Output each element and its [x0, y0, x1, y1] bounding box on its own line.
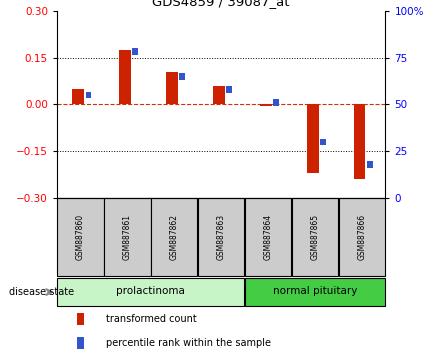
Bar: [307, 104, 318, 173]
FancyBboxPatch shape: [151, 198, 198, 276]
Text: disease state: disease state: [9, 287, 74, 297]
Bar: [226, 86, 232, 93]
FancyBboxPatch shape: [245, 278, 385, 306]
Text: GSM887861: GSM887861: [123, 214, 132, 260]
FancyBboxPatch shape: [57, 278, 244, 306]
FancyBboxPatch shape: [245, 198, 291, 276]
Bar: [119, 50, 131, 104]
Text: GSM887863: GSM887863: [217, 214, 226, 260]
Bar: [260, 104, 272, 106]
Text: GSM887865: GSM887865: [311, 214, 320, 260]
Bar: [85, 92, 91, 98]
Text: normal pituitary: normal pituitary: [273, 286, 357, 296]
Bar: [320, 138, 326, 145]
Bar: [72, 89, 84, 104]
Bar: [367, 161, 373, 168]
Text: percentile rank within the sample: percentile rank within the sample: [106, 338, 271, 348]
Bar: [213, 86, 225, 104]
Bar: [354, 104, 365, 179]
FancyBboxPatch shape: [339, 198, 385, 276]
Text: transformed count: transformed count: [106, 314, 197, 325]
Bar: [77, 313, 84, 325]
Bar: [273, 99, 279, 106]
FancyBboxPatch shape: [292, 198, 338, 276]
Bar: [166, 72, 178, 104]
Text: GSM887866: GSM887866: [357, 214, 367, 260]
FancyBboxPatch shape: [104, 198, 151, 276]
Text: GSM887864: GSM887864: [264, 214, 272, 260]
Bar: [180, 73, 185, 80]
Text: GSM887862: GSM887862: [170, 214, 179, 260]
Bar: [77, 337, 84, 349]
Text: GSM887860: GSM887860: [76, 214, 85, 260]
Text: prolactinoma: prolactinoma: [117, 286, 185, 296]
FancyBboxPatch shape: [57, 198, 104, 276]
Bar: [132, 48, 138, 55]
Title: GDS4859 / 39087_at: GDS4859 / 39087_at: [152, 0, 290, 8]
FancyBboxPatch shape: [198, 198, 244, 276]
